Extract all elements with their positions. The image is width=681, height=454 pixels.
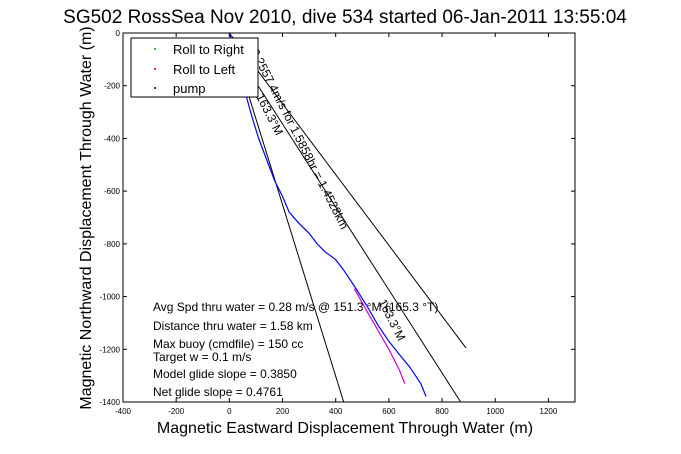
stat-distance: Distance thru water = 1.58 km (153, 319, 313, 333)
legend-marker-roll-left (154, 68, 156, 70)
y-axis-ticks: -1400 -1200 -1000 -800 -600 -400 -200 0 (100, 29, 575, 407)
legend-label-pump: pump (173, 81, 206, 96)
x-tick-label: 0 (227, 407, 232, 416)
legend: Roll to Right Roll to Left pump (130, 37, 259, 98)
legend-label-roll-right: Roll to Right (173, 42, 244, 57)
stat-model-glide: Model glide slope = 0.3850 (153, 367, 297, 381)
x-tick-label: 400 (329, 407, 343, 416)
stat-target-w: Target w = 0.1 m/s (153, 350, 251, 364)
legend-marker-roll-right (154, 48, 156, 50)
stat-max-buoy: Max buoy (cmdfile) = 150 cc (153, 337, 303, 351)
stats-block: Avg Spd thru water = 0.28 m/s @ 151.3 °M… (153, 300, 438, 399)
y-tick-label: -800 (104, 240, 121, 249)
chart-title: SG502 RossSea Nov 2010, dive 534 started… (63, 7, 627, 28)
stat-net-glide: Net glide slope = 0.4761 (153, 385, 283, 399)
x-axis-ticks: -400 -200 0 200 400 600 800 1000 1200 (115, 33, 558, 416)
y-tick-label: -200 (104, 82, 121, 91)
x-tick-label: -400 (115, 407, 132, 416)
reference-line (228, 40, 462, 403)
y-tick-label: -600 (104, 187, 121, 196)
legend-marker-pump (154, 87, 156, 89)
series-layer (228, 32, 427, 397)
x-tick-label: 800 (435, 407, 449, 416)
x-tick-label: 600 (382, 407, 396, 416)
y-axis-label: Magnetic Northward Displacement Through … (78, 26, 95, 409)
legend-box (130, 37, 259, 98)
x-tick-label: -200 (168, 407, 185, 416)
x-axis-label: Magnetic Eastward Displacement Through W… (157, 420, 533, 437)
reference-line (228, 32, 467, 349)
series-line (353, 288, 406, 384)
legend-label-roll-left: Roll to Left (173, 62, 236, 77)
x-tick-label: 1000 (486, 407, 504, 416)
stat-avg-speed: Avg Spd thru water = 0.28 m/s @ 151.3 °M… (153, 300, 438, 314)
y-tick-label: -1400 (100, 398, 121, 407)
y-tick-label: -400 (104, 134, 121, 143)
x-tick-label: 200 (276, 407, 290, 416)
series-line (228, 32, 427, 397)
x-tick-label: 1200 (540, 407, 558, 416)
y-tick-label: -1000 (100, 293, 121, 302)
y-tick-label: 0 (116, 29, 121, 38)
y-tick-label: -1200 (100, 345, 121, 354)
